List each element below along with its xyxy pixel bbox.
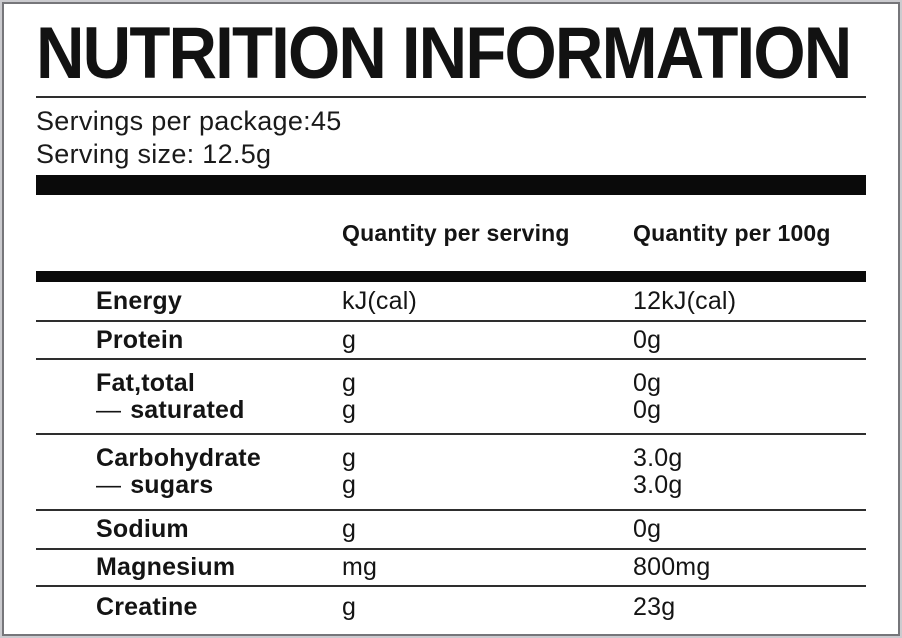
table-line: Energy kJ(cal) 12kJ(cal) <box>36 286 866 315</box>
nutrient-name: Energy <box>96 286 182 315</box>
value-per-serving: g <box>342 368 357 397</box>
serving-size-text: Serving size: 12.5g <box>36 139 272 169</box>
page-title-text: NUTRITION INFORMATION <box>36 12 852 94</box>
value-per-serving: g <box>342 395 357 424</box>
nutrient-subname: — saturated <box>36 395 342 424</box>
page-title: NUTRITION INFORMATION <box>36 10 902 96</box>
subitem-dash: — <box>96 395 122 424</box>
table-line: Magnesium mg 800mg <box>36 554 866 581</box>
table-header-row: Quantity per serving Quantity per 100g <box>36 195 866 271</box>
value-per-100g: 3.0g <box>633 444 683 472</box>
table-line: Creatine g 23g <box>36 594 866 621</box>
value-per-100g: 0g <box>633 325 662 354</box>
nutrient-name: Protein <box>96 325 184 354</box>
header-quantity-per-serving: Quantity per serving <box>342 219 570 246</box>
value-per-serving: g <box>342 471 357 499</box>
header-quantity-per-100g: Quantity per 100g <box>633 219 831 246</box>
table-line: Carbohydrate g 3.0g <box>36 445 866 472</box>
servings-per-package-text: Servings per package:45 <box>36 106 342 136</box>
value-per-serving: mg <box>342 553 378 581</box>
table-line: Sodium g 0g <box>36 516 866 543</box>
value-per-100g: 800mg <box>633 553 711 581</box>
value-per-100g: 12kJ(cal) <box>633 286 737 315</box>
nutrient-subname-text: sugars <box>130 471 214 499</box>
nutrition-table: Energy kJ(cal) 12kJ(cal) Protein g 0g Fa… <box>36 282 866 634</box>
nutrient-name: Magnesium <box>96 553 236 581</box>
nutrient-name: Carbohydrate <box>96 444 261 472</box>
value-per-100g: 0g <box>633 515 662 543</box>
nutrient-name: Creatine <box>96 593 198 621</box>
table-subline: — sugars g 3.0g <box>36 472 866 499</box>
table-row-energy: Energy kJ(cal) 12kJ(cal) <box>36 282 866 322</box>
subitem-dash: — <box>96 471 122 499</box>
table-line: Protein g 0g <box>36 325 866 354</box>
table-row-sodium: Sodium g 0g <box>36 511 866 550</box>
value-per-serving: g <box>342 515 357 543</box>
value-per-serving: g <box>342 593 357 621</box>
table-subline: — saturated g 0g <box>36 395 866 424</box>
value-per-100g: 3.0g <box>633 471 683 499</box>
table-row-magnesium: Magnesium mg 800mg <box>36 550 866 587</box>
value-per-100g: 0g <box>633 395 662 424</box>
nutrient-name: Sodium <box>96 515 189 543</box>
value-per-100g: 0g <box>633 368 662 397</box>
table-line: Fat,total g 0g <box>36 368 866 397</box>
serving-info: Servings per package:45 Serving size: 12… <box>36 105 342 171</box>
thick-divider-top <box>36 175 866 195</box>
table-row-fat: Fat,total g 0g — saturated g 0g <box>36 360 866 435</box>
title-divider <box>36 96 866 98</box>
nutrient-subname-text: saturated <box>130 395 245 424</box>
nutrient-name: Fat,total <box>96 368 196 397</box>
thick-divider-table <box>36 271 866 282</box>
table-row-carbohydrate: Carbohydrate g 3.0g — sugars g 3.0g <box>36 435 866 511</box>
value-per-serving: kJ(cal) <box>342 286 418 315</box>
value-per-serving: g <box>342 325 357 354</box>
table-row-protein: Protein g 0g <box>36 322 866 360</box>
value-per-serving: g <box>342 444 357 472</box>
value-per-100g: 23g <box>633 593 676 621</box>
table-row-creatine: Creatine g 23g <box>36 587 866 634</box>
nutrient-subname: — sugars <box>36 472 342 499</box>
